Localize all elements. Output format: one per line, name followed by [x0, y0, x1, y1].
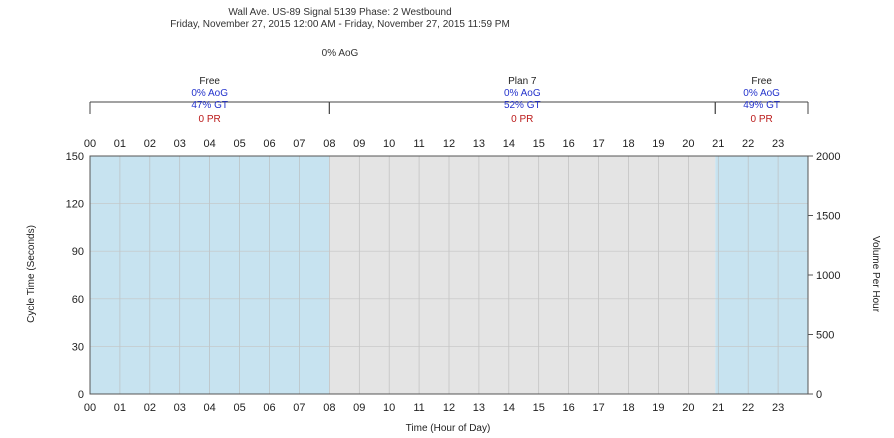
y-tick-label: 150	[66, 151, 84, 163]
y2-axis-label: Volume Per Hour	[870, 236, 881, 313]
chart-summary: 0% AoG	[322, 48, 359, 59]
x-tick-label-top: 04	[204, 138, 216, 150]
plan-name: Plan 7	[508, 76, 537, 87]
y2-tick-label: 1000	[816, 270, 840, 282]
y-axis-label: Cycle Time (Seconds)	[26, 225, 37, 323]
y-tick-label: 90	[72, 246, 84, 258]
x-tick-label: 09	[353, 402, 365, 414]
x-tick-label: 13	[473, 402, 485, 414]
x-tick-label: 05	[233, 402, 245, 414]
y2-tick-label: 1500	[816, 211, 840, 223]
x-tick-label-top: 02	[144, 138, 156, 150]
x-tick-label-top: 22	[742, 138, 754, 150]
chart-title: Wall Ave. US-89 Signal 5139 Phase: 2 Wes…	[228, 7, 451, 18]
x-tick-label: 17	[592, 402, 604, 414]
x-tick-label-top: 01	[114, 138, 126, 150]
x-tick-label-top: 18	[622, 138, 634, 150]
plan-gt: 47% GT	[191, 100, 228, 111]
plan-pr: 0 PR	[511, 114, 533, 125]
x-tick-label-top: 10	[383, 138, 395, 150]
x-tick-label: 11	[413, 402, 424, 414]
x-tick-label: 15	[533, 402, 545, 414]
x-tick-label: 00	[84, 402, 96, 414]
x-tick-label: 10	[383, 402, 395, 414]
x-tick-label-top: 14	[503, 138, 515, 150]
y2-tick-label: 500	[816, 330, 834, 342]
plan-band-2	[715, 156, 808, 394]
x-tick-label: 08	[323, 402, 335, 414]
x-tick-label-top: 08	[323, 138, 335, 150]
x-tick-label: 20	[682, 402, 694, 414]
x-axis-label: Time (Hour of Day)	[406, 423, 491, 434]
x-tick-label: 23	[772, 402, 784, 414]
x-tick-label: 01	[114, 402, 126, 414]
x-tick-label: 19	[652, 402, 664, 414]
x-tick-label-top: 00	[84, 138, 96, 150]
plan-gt: 52% GT	[504, 100, 541, 111]
x-tick-label: 16	[563, 402, 575, 414]
y-tick-label: 30	[72, 341, 84, 353]
plan-name: Free	[751, 76, 772, 87]
x-tick-label-top: 17	[592, 138, 604, 150]
x-tick-label-top: 11	[413, 138, 424, 150]
plan-pr: 0 PR	[751, 114, 773, 125]
plan-aog: 0% AoG	[191, 88, 228, 99]
y2-tick-label: 2000	[816, 151, 840, 163]
x-tick-label: 03	[174, 402, 186, 414]
x-tick-label-top: 16	[563, 138, 575, 150]
plan-pr: 0 PR	[199, 114, 221, 125]
x-tick-label: 14	[503, 402, 515, 414]
plan-band-1	[329, 156, 716, 394]
x-tick-label-top: 13	[473, 138, 485, 150]
plan-gt: 49% GT	[743, 100, 780, 111]
plan-aog: 0% AoG	[504, 88, 541, 99]
x-tick-label-top: 12	[443, 138, 455, 150]
x-tick-label: 04	[204, 402, 216, 414]
x-tick-label: 22	[742, 402, 754, 414]
y-tick-label: 120	[66, 199, 84, 211]
x-tick-label: 06	[263, 402, 275, 414]
x-tick-label: 07	[293, 402, 305, 414]
chart-subtitle: Friday, November 27, 2015 12:00 AM - Fri…	[170, 19, 510, 30]
x-tick-label-top: 15	[533, 138, 545, 150]
x-tick-label-top: 09	[353, 138, 365, 150]
x-tick-label-top: 07	[293, 138, 305, 150]
x-tick-label: 02	[144, 402, 156, 414]
x-tick-label-top: 23	[772, 138, 784, 150]
y-tick-label: 0	[78, 389, 84, 401]
plan-aog: 0% AoG	[743, 88, 780, 99]
x-tick-label-top: 06	[263, 138, 275, 150]
x-tick-label: 18	[622, 402, 634, 414]
x-tick-label-top: 21	[712, 138, 724, 150]
y2-tick-label: 0	[816, 389, 822, 401]
plan-name: Free	[199, 76, 220, 87]
x-tick-label-top: 03	[174, 138, 186, 150]
y-tick-label: 60	[72, 294, 84, 306]
x-tick-label-top: 05	[233, 138, 245, 150]
x-tick-label-top: 20	[682, 138, 694, 150]
x-tick-label: 12	[443, 402, 455, 414]
x-tick-label: 21	[712, 402, 724, 414]
x-tick-label-top: 19	[652, 138, 664, 150]
